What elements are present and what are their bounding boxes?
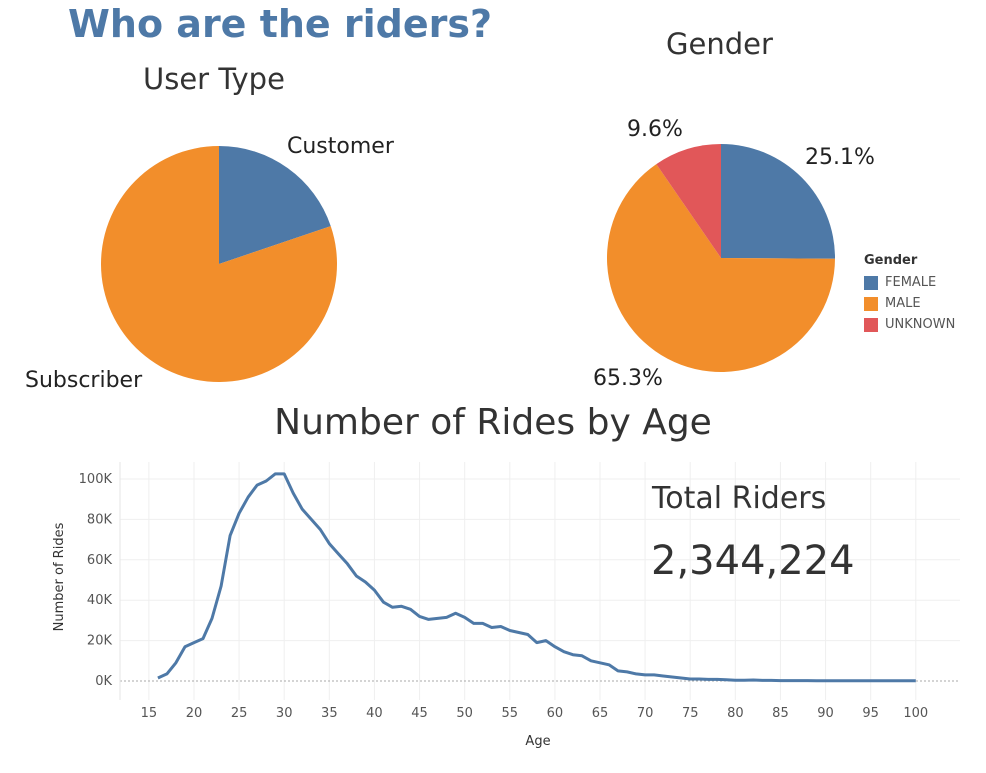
pie-slice-female[interactable]: [721, 144, 835, 259]
x-tick-label: 70: [637, 706, 654, 721]
series-line[interactable]: [157, 472, 916, 683]
x-tick-label: 80: [727, 706, 744, 721]
legend-swatch: [864, 296, 878, 311]
legend-swatch: [864, 275, 878, 290]
slice-label-male: 65.3%: [593, 366, 663, 391]
x-tick-label: 100: [903, 706, 928, 721]
y-axis-label: Number of Rides: [52, 522, 67, 631]
y-tick-label: 80K: [87, 512, 113, 527]
total-riders-value: 2,344,224: [651, 538, 855, 584]
x-tick-label: 30: [276, 706, 293, 721]
total-riders-label: Total Riders: [652, 481, 827, 516]
legend-title: Gender: [864, 253, 918, 268]
slice-label-subscriber: Subscriber: [25, 368, 143, 393]
x-tick-label: 55: [502, 706, 519, 721]
rides-by-age-title: Number of Rides by Age: [274, 402, 712, 443]
legend-swatch: [864, 317, 878, 332]
x-tick-label: 25: [231, 706, 248, 721]
page-title: Who are the riders?: [68, 2, 493, 46]
y-tick-label: 20K: [87, 634, 113, 649]
legend-label: MALE: [885, 296, 921, 311]
pie-slice-subscriber[interactable]: [101, 146, 338, 382]
x-tick-label: 15: [141, 706, 158, 721]
x-tick-label: 50: [456, 706, 473, 721]
x-tick-label: 90: [817, 706, 834, 721]
legend-item-unknown[interactable]: UNKNOWN: [864, 314, 955, 335]
x-tick-label: 40: [366, 706, 383, 721]
x-tick-label: 60: [547, 706, 564, 721]
x-tick-label: 45: [411, 706, 428, 721]
y-tick-label: 100K: [79, 472, 113, 487]
x-tick-label: 85: [772, 706, 789, 721]
legend-label: UNKNOWN: [885, 317, 956, 332]
slice-label-female: 25.1%: [805, 145, 875, 170]
legend-label: FEMALE: [885, 275, 937, 290]
pie-slice-male[interactable]: [607, 164, 835, 372]
y-tick-label: 0K: [95, 674, 112, 689]
legend-item-female[interactable]: FEMALE: [864, 272, 955, 293]
y-tick-label: 40K: [87, 593, 113, 608]
x-tick-label: 65: [592, 706, 609, 721]
y-axis-ticks: 0K 20K 40K 60K 80K 100K: [79, 472, 113, 689]
slice-label-unknown: 9.6%: [627, 117, 683, 142]
x-tick-label: 95: [862, 706, 879, 721]
legend-item-male[interactable]: MALE: [864, 293, 955, 314]
x-tick-label: 35: [321, 706, 338, 721]
y-tick-label: 60K: [87, 553, 113, 568]
pie-slice-customer[interactable]: [219, 146, 331, 264]
user-type-chart-title: User Type: [143, 62, 285, 96]
pie-slice-unknown[interactable]: [656, 144, 721, 258]
slice-label-customer: Customer: [287, 134, 394, 159]
x-axis-label: Age: [525, 734, 550, 749]
x-tick-label: 20: [186, 706, 203, 721]
x-axis-ticks: 15 20 25 30 35 40 45 50 55 60 65 70 75 80 85 90 95 100: [141, 706, 929, 721]
gender-chart-title: Gender: [666, 27, 773, 61]
gender-legend: Gender FEMALE MALE UNKNOWN: [864, 253, 955, 335]
x-tick-label: 75: [682, 706, 699, 721]
